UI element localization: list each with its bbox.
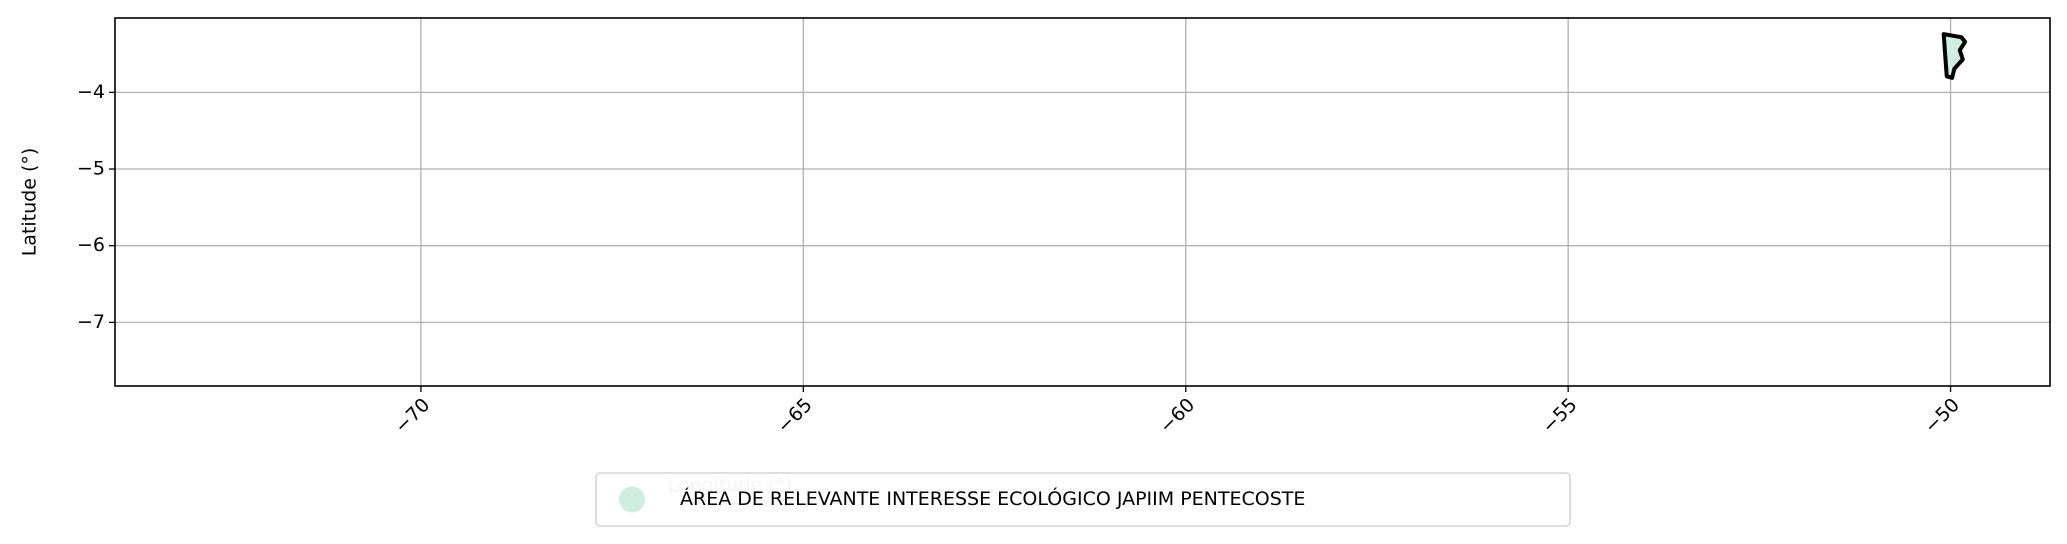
legend-label: ÁREA DE RELEVANTE INTERESSE ECOLÓGICO JA… xyxy=(680,486,1305,510)
y-tick-label: −5 xyxy=(77,158,105,180)
y-tick-label: −6 xyxy=(77,234,105,256)
legend-box xyxy=(595,472,1571,527)
x-tick-label: −65 xyxy=(773,394,817,438)
y-tick-label: −4 xyxy=(77,81,105,103)
x-tick-label: −55 xyxy=(1538,394,1582,438)
x-tick-label: −70 xyxy=(390,394,434,438)
legend-marker xyxy=(619,486,645,513)
area-shape xyxy=(1941,32,1968,80)
x-tick-label: −50 xyxy=(1920,394,1964,438)
y-tick-label: −7 xyxy=(77,311,105,333)
plot-frame xyxy=(114,17,2051,387)
x-tick-label: −60 xyxy=(1155,394,1199,438)
y-axis-label: Latitude (°) xyxy=(19,148,41,257)
